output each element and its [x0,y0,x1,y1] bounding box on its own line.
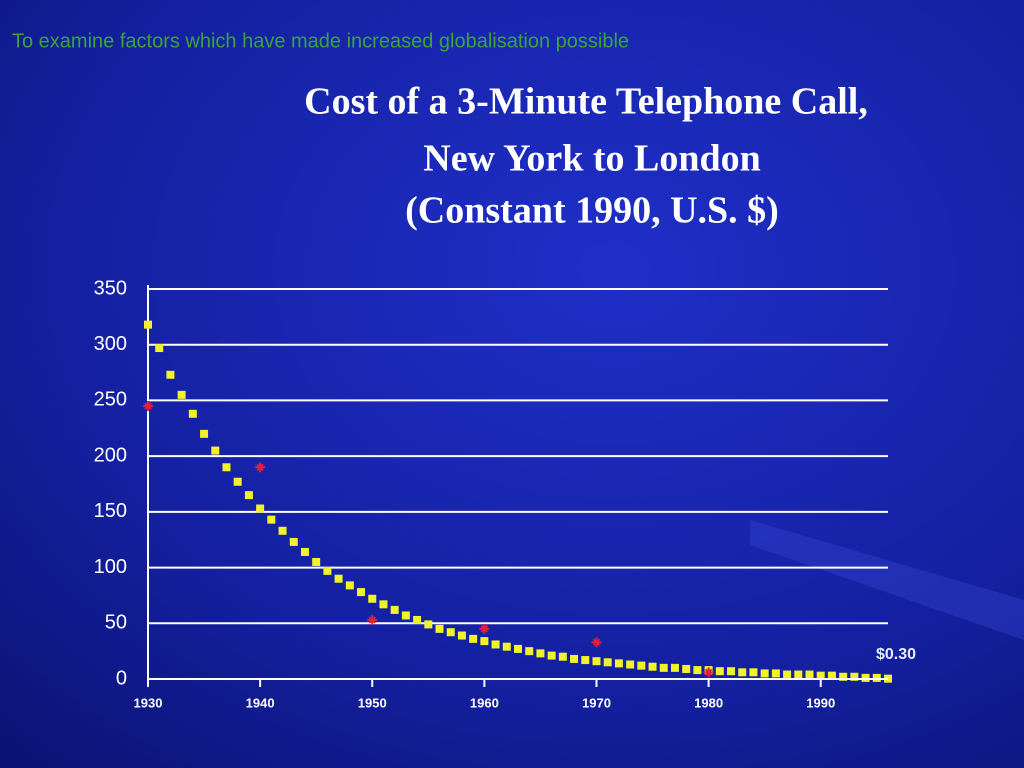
point [255,462,266,473]
point [435,624,444,633]
point [794,670,803,679]
point [693,666,702,675]
y-tick-label: 150 [94,500,127,522]
point [300,547,309,556]
point [390,605,399,614]
point [334,574,343,583]
point [457,631,466,640]
decor [750,520,1024,640]
point [760,669,769,678]
point [166,370,175,379]
point [670,663,679,672]
point [424,620,433,629]
point [368,594,377,603]
point [256,504,265,513]
y-tick-label: 100 [94,556,127,578]
y-tick-label: 300 [94,333,127,355]
point [211,446,220,455]
point [592,657,601,666]
point [446,628,455,637]
point [177,390,186,399]
point [648,662,657,671]
point [570,654,579,663]
point [614,659,623,668]
point [536,649,545,658]
y-tick-label: 350 [94,277,127,299]
point [144,320,152,329]
point [278,526,287,535]
y-tick-label: 0 [116,667,127,689]
point [581,656,590,665]
point [603,658,612,667]
point [480,637,489,646]
point [323,566,332,575]
point [783,670,792,679]
value-label: $0.30 [876,646,916,663]
point [558,652,567,661]
y-tick-label: 50 [105,612,127,634]
point [682,664,691,673]
point [626,660,635,669]
x-tick-label: 1960 [470,695,499,710]
point [727,667,736,676]
point [659,663,668,672]
point [738,668,747,677]
point [244,491,253,500]
chart-title: Cost of a 3-Minute Telephone Call, [304,81,868,123]
x-tick-label: 1940 [246,695,275,710]
point [861,673,870,682]
point [839,672,848,681]
point [514,644,522,653]
point [155,344,164,353]
point [200,429,209,438]
point [367,614,378,625]
point [143,401,153,411]
point [491,640,500,649]
x-tick-label: 1930 [134,695,163,710]
y-tick-label: 250 [94,389,127,411]
point [872,673,881,682]
point [637,661,646,670]
point [401,611,410,620]
x-tick-label: 1970 [582,695,611,710]
point [357,588,366,597]
point [827,671,836,680]
point [749,668,758,677]
point [267,515,276,524]
point [379,600,388,609]
point [850,672,859,681]
chart-note: (Constant 1990, U.S. $) [405,190,779,232]
x-tick-label: 1980 [694,695,723,710]
point [591,637,602,648]
point [289,537,298,546]
x-tick-label: 1990 [806,695,835,710]
point [469,634,478,643]
point [413,615,422,624]
chart-subtitle: New York to London [423,138,760,180]
point [805,670,814,679]
point [816,671,825,680]
point [771,669,780,678]
point [715,667,724,676]
point [502,642,511,651]
point [345,581,354,590]
point [222,463,231,472]
point [233,477,242,486]
y-tick-label: 200 [94,444,127,466]
point [188,409,197,418]
point [525,647,534,656]
x-tick-label: 1950 [358,695,387,710]
point [312,558,321,566]
header-text: To examine factors which have made incre… [12,30,629,52]
point [547,651,556,660]
point [479,623,490,634]
point [703,667,714,678]
